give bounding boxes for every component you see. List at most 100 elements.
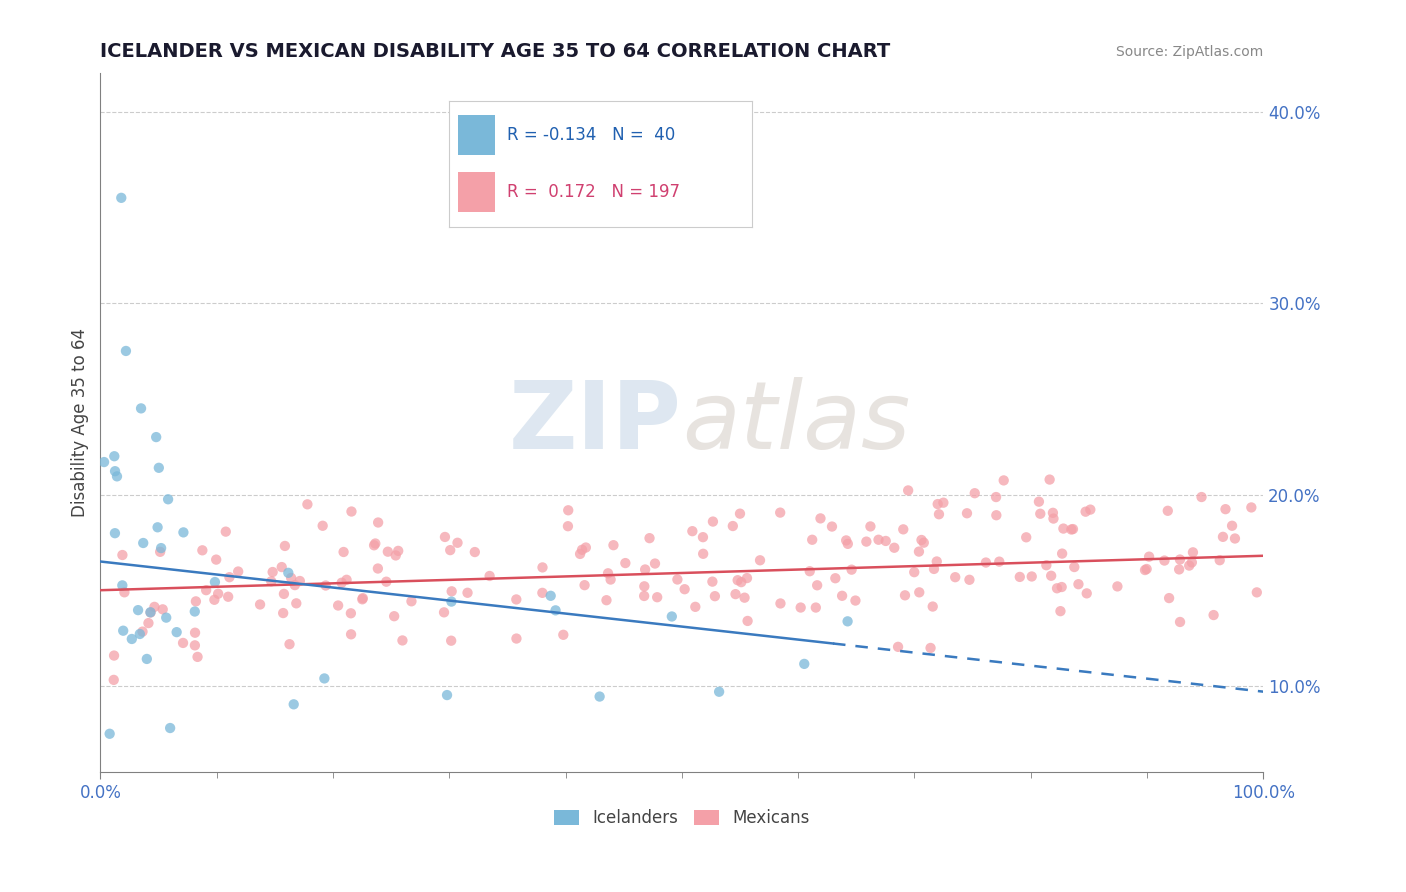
Point — [440, 633, 463, 648]
Point — [749, 553, 772, 567]
Point — [401, 594, 423, 608]
Point — [1046, 582, 1069, 596]
Point — [574, 578, 596, 592]
Point — [908, 544, 931, 558]
Point — [436, 688, 458, 702]
Point — [638, 531, 661, 545]
Point — [1078, 502, 1101, 516]
Point — [837, 537, 859, 551]
Point — [149, 545, 172, 559]
Point — [887, 640, 910, 654]
Point — [131, 624, 153, 639]
Point — [143, 599, 166, 614]
Point — [128, 627, 150, 641]
Point — [1035, 558, 1057, 573]
Point — [367, 516, 389, 530]
Point — [332, 545, 354, 559]
Point — [602, 538, 624, 552]
Point — [837, 615, 859, 629]
Point — [1062, 522, 1084, 536]
Point — [249, 598, 271, 612]
Point — [614, 556, 637, 570]
Point — [314, 672, 336, 686]
Point — [270, 560, 292, 574]
Point — [391, 633, 413, 648]
Point — [150, 541, 173, 555]
Point — [821, 519, 844, 533]
Point — [112, 624, 135, 638]
Point — [1212, 530, 1234, 544]
Point — [685, 599, 707, 614]
Point — [191, 543, 214, 558]
Point — [728, 507, 751, 521]
Point — [681, 524, 703, 538]
Point — [734, 591, 756, 605]
Point — [1050, 547, 1073, 561]
Text: ICELANDER VS MEXICAN DISABILITY AGE 35 TO 64 CORRELATION CHART: ICELANDER VS MEXICAN DISABILITY AGE 35 T… — [100, 42, 890, 61]
Point — [326, 599, 349, 613]
Point — [315, 578, 337, 592]
Point — [932, 496, 955, 510]
Point — [285, 596, 308, 610]
Point — [152, 602, 174, 616]
Point — [841, 563, 863, 577]
Point — [735, 571, 758, 585]
Point — [957, 573, 980, 587]
Point — [262, 565, 284, 579]
Point — [633, 589, 655, 603]
Point — [1042, 511, 1064, 525]
Point — [1008, 570, 1031, 584]
Point — [1153, 553, 1175, 567]
Point — [721, 519, 744, 533]
Point — [859, 519, 882, 533]
Point — [835, 533, 858, 548]
Point — [367, 561, 389, 575]
Point — [340, 504, 363, 518]
Point — [730, 575, 752, 590]
Point — [569, 547, 592, 561]
Point — [868, 533, 890, 547]
Point — [928, 508, 950, 522]
Point — [1178, 558, 1201, 573]
Point — [596, 566, 619, 581]
Point — [184, 605, 207, 619]
Point — [1168, 552, 1191, 566]
Point — [433, 530, 456, 544]
Point — [110, 191, 132, 205]
Point — [382, 609, 405, 624]
Point — [1137, 549, 1160, 564]
Point — [974, 556, 997, 570]
Point — [284, 578, 307, 592]
Point — [1052, 522, 1074, 536]
Point — [894, 588, 917, 602]
Point — [801, 533, 824, 547]
Point — [138, 616, 160, 631]
Point — [645, 591, 668, 605]
Point — [226, 565, 249, 579]
Point — [595, 593, 617, 607]
Point — [806, 578, 828, 592]
Point — [702, 515, 724, 529]
Point — [553, 628, 575, 642]
Point — [202, 592, 225, 607]
Point — [531, 560, 554, 574]
Point — [633, 579, 655, 593]
Point — [207, 587, 229, 601]
Point — [925, 554, 948, 568]
Point — [139, 605, 162, 619]
Point — [883, 541, 905, 555]
Point — [844, 593, 866, 607]
Point — [1049, 604, 1071, 618]
Point — [1191, 490, 1213, 504]
Point — [352, 591, 374, 606]
Point — [984, 490, 1007, 504]
Point — [103, 449, 125, 463]
Point — [737, 614, 759, 628]
Point — [963, 486, 986, 500]
Point — [98, 727, 121, 741]
Point — [544, 603, 567, 617]
Point — [793, 657, 815, 671]
Point — [336, 573, 359, 587]
Point — [129, 401, 152, 416]
Point — [1021, 569, 1043, 583]
